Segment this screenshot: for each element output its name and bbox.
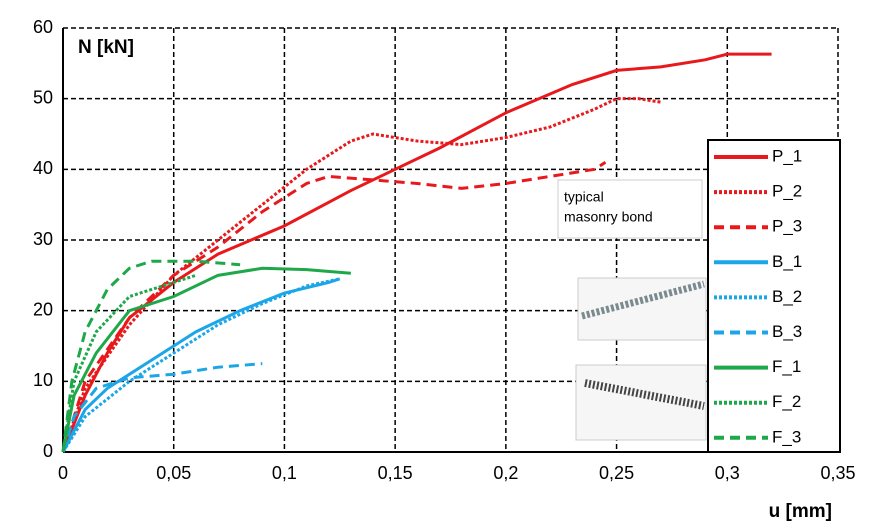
- photo: [577, 277, 707, 341]
- legend-label: P_3: [772, 217, 802, 236]
- plot-area: 0 10 20 30 40 50 60 0 0,05 0,1 0,15 0,2 0,25 0,3 0,35: [33, 17, 856, 483]
- x-axis-label: u [mm]: [769, 501, 832, 522]
- series-line: [61, 273, 197, 453]
- legend-label: B_2: [772, 287, 802, 306]
- series-line: [61, 259, 241, 453]
- legend-label: P_1: [772, 146, 802, 165]
- y-tick-label: 20: [33, 299, 53, 319]
- x-tick-label: 0,3: [715, 463, 740, 483]
- x-tick-label: 0,15: [378, 463, 413, 483]
- y-tick-label: 0: [43, 441, 53, 461]
- y-tick-label: 30: [33, 229, 53, 249]
- x-tick-label: 0,2: [493, 463, 518, 483]
- legend-label: B_1: [772, 252, 802, 271]
- legend-items: P_1 P_2 P_3 B_1 B_2 B_3 F_1 F_2 F_3: [714, 146, 802, 446]
- y-tick-label: 60: [33, 17, 53, 37]
- annotation: masonry bond: [564, 209, 653, 225]
- legend-label: F_3: [772, 427, 801, 446]
- legend-label: F_2: [772, 392, 801, 411]
- series-line: [61, 97, 662, 453]
- series-line: [61, 266, 351, 453]
- photo: [575, 364, 707, 441]
- legend-label: B_3: [772, 322, 802, 341]
- y-tick-label: 50: [33, 87, 53, 107]
- y-axis-label: N [kN]: [78, 37, 134, 58]
- annotation-box: [557, 179, 703, 239]
- legend-label: F_1: [772, 357, 801, 376]
- y-tick-label: 40: [33, 158, 53, 178]
- x-tick-label: 0,35: [820, 463, 855, 483]
- x-tick-label: 0: [58, 463, 68, 483]
- x-tick-label: 0,05: [156, 463, 191, 483]
- y-tick-label: 10: [33, 370, 53, 390]
- x-tick-label: 0,1: [272, 463, 297, 483]
- legend-label: P_2: [772, 182, 802, 201]
- annotation: typical: [564, 189, 604, 205]
- series-line: [61, 362, 263, 453]
- series-line: [61, 277, 341, 453]
- x-tick-label: 0,25: [599, 463, 634, 483]
- series-line: [61, 277, 341, 453]
